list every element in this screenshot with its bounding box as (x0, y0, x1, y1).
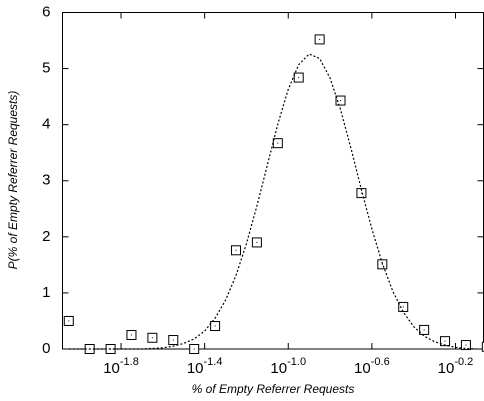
x-tick-label: 10-1.4 (187, 356, 223, 377)
marker-dot (214, 325, 216, 327)
marker-dot (298, 77, 300, 79)
x-tick-base: 10 (103, 360, 120, 377)
marker (293, 72, 304, 83)
marker (272, 138, 283, 149)
marker (419, 324, 430, 335)
marker (314, 34, 325, 45)
y-tick-label: 0 (42, 340, 50, 357)
fit-curve (68, 53, 477, 350)
y-tick-label: 6 (42, 3, 50, 20)
marker-square (481, 341, 484, 352)
marker-dot (130, 334, 132, 336)
marker (251, 237, 262, 248)
plot-frame (62, 12, 484, 350)
x-tick-label: 10-1.8 (103, 356, 139, 377)
marker (189, 344, 200, 354)
marker (356, 188, 367, 199)
y-axis-title: P(% of Empty Referrer Requests) (6, 91, 20, 270)
marker (440, 336, 451, 347)
marker-dot (340, 100, 342, 102)
marker (126, 329, 137, 340)
marker (63, 315, 74, 326)
marker-dot (465, 344, 467, 346)
marker (460, 340, 471, 351)
x-tick-exponent: -1.8 (120, 356, 139, 368)
marker-dot (256, 241, 258, 243)
marker-dot (381, 263, 383, 265)
marker (168, 335, 179, 346)
x-tick-label: 10-0.2 (438, 356, 474, 377)
y-tick-label: 2 (42, 228, 50, 245)
marker (210, 321, 221, 332)
x-tick-base: 10 (270, 360, 287, 377)
marker-dot (402, 306, 404, 308)
marker-dot (423, 329, 425, 331)
marker-dot (172, 339, 174, 341)
marker-dot (193, 348, 195, 350)
marker-dot (235, 249, 237, 251)
marker-dot (68, 320, 70, 322)
y-tick-label: 4 (42, 116, 50, 133)
x-tick-exponent: -1.4 (204, 356, 223, 368)
y-tick-label: 1 (42, 284, 50, 301)
y-tick-label: 3 (42, 172, 50, 189)
x-tick-exponent: -1.0 (287, 356, 306, 368)
x-tick-label: 10-1.0 (270, 356, 306, 377)
x-tick-base: 10 (354, 360, 371, 377)
x-tick-base: 10 (187, 360, 204, 377)
marker-dot (444, 340, 446, 342)
marker (230, 245, 241, 256)
marker (481, 341, 484, 352)
marker-dot (360, 192, 362, 194)
marker (377, 259, 388, 270)
y-tick-label: 5 (42, 60, 50, 77)
x-tick-label: 10-0.6 (354, 356, 390, 377)
x-tick-exponent: -0.2 (454, 356, 473, 368)
x-tick-exponent: -0.6 (371, 356, 390, 368)
x-tick-base: 10 (438, 360, 455, 377)
marker-dot (151, 337, 153, 339)
marker (147, 332, 158, 343)
marker (335, 95, 346, 106)
marker-dot (277, 142, 279, 144)
x-axis-title: % of Empty Referrer Requests (192, 382, 355, 396)
marker-dot (319, 38, 321, 40)
